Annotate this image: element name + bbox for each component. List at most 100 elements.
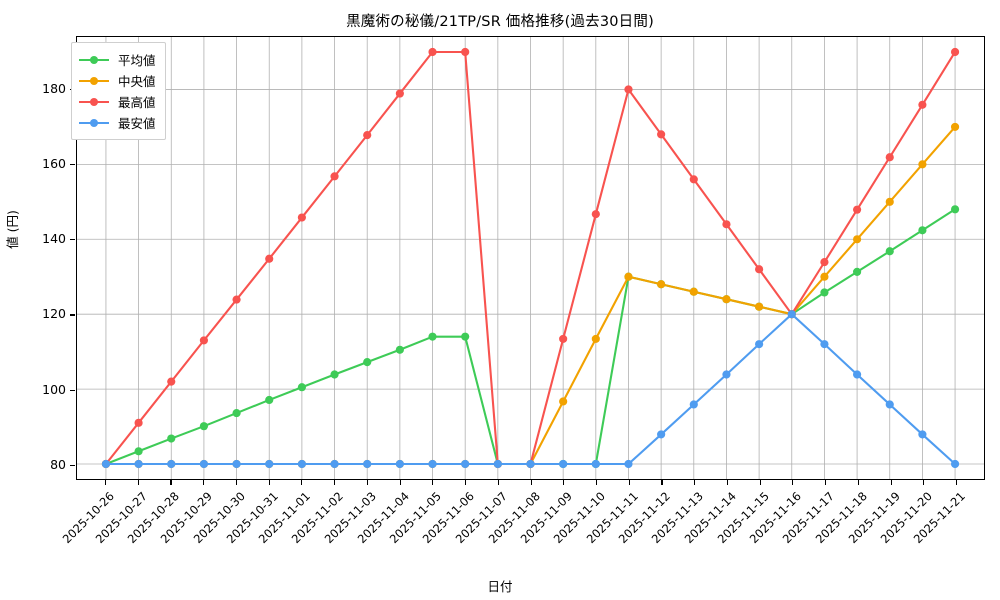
x-axis-tick (726, 480, 728, 485)
legend-dot-icon (90, 97, 98, 106)
series-marker (199, 422, 209, 431)
series-marker (755, 265, 764, 274)
series-marker (657, 280, 666, 289)
series-marker (624, 85, 633, 94)
series-marker (950, 459, 960, 469)
legend-label: 最安値 (118, 116, 156, 131)
y-axis-tick (70, 163, 75, 166)
series-marker (657, 430, 666, 439)
y-axis-tick-label: 80 (50, 456, 66, 472)
series-marker (624, 272, 633, 281)
series-marker (167, 377, 176, 386)
series-marker (559, 334, 568, 343)
legend-item-3[interactable]: 最安値 (79, 112, 156, 133)
series-marker (591, 210, 600, 219)
series-marker (885, 247, 894, 256)
series-marker (755, 340, 764, 349)
legend-item-0[interactable]: 平均値 (79, 49, 156, 70)
legend-swatch-icon (79, 96, 109, 108)
legend-swatch-icon (79, 75, 109, 87)
series-marker (918, 100, 927, 109)
series-marker (885, 197, 894, 206)
series-marker (624, 459, 633, 469)
series-marker (689, 287, 698, 296)
y-axis-tick (70, 314, 75, 316)
series-marker (689, 175, 698, 184)
series-marker (363, 358, 372, 367)
y-axis-tick-label: 160 (42, 155, 66, 171)
series-marker (363, 459, 372, 469)
chart-legend[interactable]: 平均値中央値最高値最安値 (71, 42, 166, 140)
series-marker (722, 295, 731, 304)
series-marker (722, 220, 731, 229)
series-marker (461, 47, 470, 57)
series-marker (330, 172, 339, 181)
x-axis-tick (170, 480, 172, 485)
series-marker (820, 340, 829, 349)
x-axis-tick (628, 480, 630, 485)
y-axis-tick-label: 100 (42, 381, 66, 397)
x-axis-tick (497, 480, 499, 485)
series-marker (950, 205, 960, 214)
x-axis-tick (956, 480, 958, 485)
series-marker (330, 370, 339, 379)
grid-lines (77, 37, 984, 479)
y-axis-tick (70, 239, 75, 241)
legend-label: 中央値 (118, 74, 156, 89)
series-marker (852, 370, 862, 379)
series-marker (232, 408, 241, 418)
series-marker (134, 447, 143, 456)
series-marker (591, 459, 600, 469)
chart-title: 黒魔術の秘儀/21TP/SR 価格推移(過去30日間) (346, 14, 654, 30)
legend-item-2[interactable]: 最高値 (79, 91, 156, 112)
series-marker (297, 383, 306, 392)
series-marker (461, 459, 470, 469)
x-axis-tick (563, 480, 565, 485)
series-marker (265, 395, 274, 405)
x-axis-tick (334, 480, 336, 485)
series-marker (787, 310, 796, 319)
y-axis-tick-label: 180 (42, 80, 66, 96)
plot-area (76, 36, 985, 480)
series-marker (101, 459, 111, 469)
series-marker (395, 89, 404, 98)
x-axis-tick (759, 480, 761, 485)
x-axis-tick (857, 480, 859, 485)
series-marker (559, 459, 568, 469)
x-axis-tick (465, 480, 467, 485)
x-axis-tick (595, 480, 598, 485)
x-axis-tick (105, 480, 107, 485)
legend-label: 最高値 (118, 95, 156, 110)
series-marker (199, 459, 209, 469)
legend-dot-icon (90, 76, 98, 85)
series-marker (918, 160, 927, 169)
x-axis-tick (203, 480, 205, 485)
series-marker (428, 47, 437, 57)
series-marker (428, 459, 437, 469)
series-line (104, 313, 957, 466)
legend-item-1[interactable]: 中央値 (79, 70, 156, 91)
x-axis-tick (301, 480, 303, 485)
series-marker (820, 272, 829, 281)
series-marker (232, 459, 241, 469)
x-axis-tick (792, 480, 794, 485)
series-marker (493, 459, 502, 469)
x-axis-tick (661, 480, 663, 485)
series-line (104, 208, 957, 466)
series-marker (265, 459, 274, 469)
series-marker (657, 130, 666, 139)
series-marker (330, 459, 339, 469)
y-axis-tick-label: 140 (42, 231, 66, 247)
series-marker (918, 226, 927, 235)
x-axis-tick (268, 480, 270, 485)
series-marker (199, 336, 209, 345)
series-marker (232, 295, 241, 304)
legend-swatch-icon (79, 117, 109, 129)
series-marker (820, 258, 829, 267)
series-marker (852, 267, 862, 276)
legend-dot-icon (90, 118, 98, 127)
x-axis-tick (530, 480, 532, 485)
series-marker (852, 235, 862, 244)
series-marker (297, 213, 306, 222)
x-axis-tick (366, 480, 368, 485)
